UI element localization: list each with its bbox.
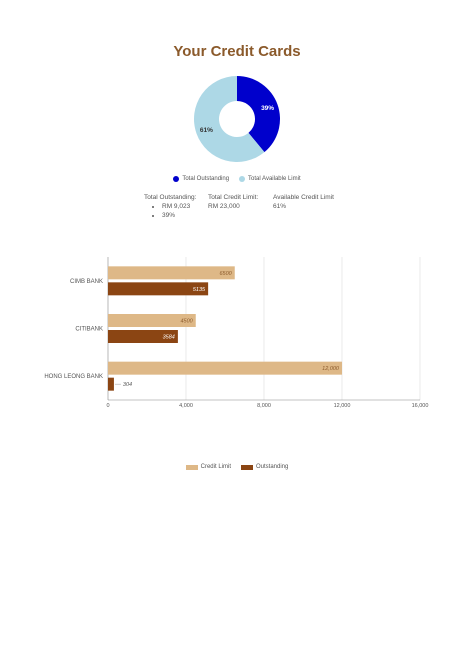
donut-label-available: 61%: [200, 127, 213, 134]
donut-legend: Total Outstanding Total Available Limit: [0, 176, 474, 182]
bar-outstanding[interactable]: [108, 330, 178, 343]
legend-label-outstanding: Total Outstanding: [182, 176, 230, 182]
donut-chart: 39% 61%: [194, 76, 281, 162]
stat-outstanding-label: Total Outstanding:: [144, 194, 197, 201]
data-label: 12,000: [322, 366, 340, 372]
x-tick-label: 16,000: [412, 403, 429, 409]
bar-credit-limit[interactable]: [108, 266, 235, 280]
data-label: 5135: [193, 287, 206, 293]
x-tick-label: 0: [106, 403, 109, 409]
stat-credit-limit-value: RM 23,000: [208, 203, 240, 210]
page-title: Your Credit Cards: [173, 43, 301, 60]
stat-available-label: Available Credit Limit: [273, 194, 334, 201]
stat-outstanding-amount: RM 9,023: [162, 202, 196, 211]
legend-label-outstanding-bar: Outstanding: [255, 464, 289, 470]
legend-item-credit-limit[interactable]: Credit Limit: [185, 464, 231, 470]
stat-credit-limit-label: Total Credit Limit:: [208, 194, 259, 201]
stat-available-value: 61%: [273, 203, 287, 210]
bar-outstanding[interactable]: [108, 377, 114, 391]
category-label: HONG LEONG BANK: [44, 374, 103, 380]
donut-slice-outstanding[interactable]: [237, 76, 281, 153]
stat-outstanding-percent: 39%: [162, 211, 196, 220]
data-label: 3584: [163, 335, 175, 341]
legend-dot-available: [239, 176, 246, 182]
legend-swatch-outstanding: [240, 464, 253, 470]
data-label: 304: [123, 382, 132, 388]
legend-swatch-credit-limit: [185, 464, 198, 470]
category-label: CIMB BANK: [70, 279, 103, 285]
stat-available: Available Credit Limit 61%: [273, 193, 334, 211]
data-label: 4500: [181, 319, 194, 325]
bar-legend: Credit Limit Outstanding: [0, 464, 474, 470]
legend-item-outstanding[interactable]: Total Outstanding: [173, 176, 229, 182]
legend-label-credit-limit: Credit Limit: [200, 464, 231, 470]
category-label: CITIBANK: [75, 327, 103, 333]
legend-dot-outstanding: [173, 176, 180, 182]
legend-item-available[interactable]: Total Available Limit: [239, 176, 301, 182]
legend-item-outstanding-bar[interactable]: Outstanding: [240, 464, 289, 470]
legend-label-available: Total Available Limit: [248, 176, 301, 182]
bar-credit-limit[interactable]: [108, 314, 196, 327]
x-tick-label: 4,000: [179, 403, 193, 409]
data-label: 6500: [220, 271, 233, 277]
x-tick-label: 12,000: [334, 403, 351, 409]
stat-outstanding: Total Outstanding: RM 9,023 39%: [144, 193, 196, 220]
donut-slice-available[interactable]: [194, 76, 265, 162]
x-tick-label: 8,000: [257, 403, 271, 409]
donut-label-outstanding: 39%: [261, 105, 274, 112]
bar-outstanding[interactable]: [108, 282, 209, 296]
stat-credit-limit: Total Credit Limit: RM 23,000: [208, 193, 258, 211]
bar-credit-limit[interactable]: [108, 361, 342, 375]
bar-chart: 0 4,000 8,000 12,000 16,000 CIMB BANK 6500 5135…: [44, 257, 429, 409]
